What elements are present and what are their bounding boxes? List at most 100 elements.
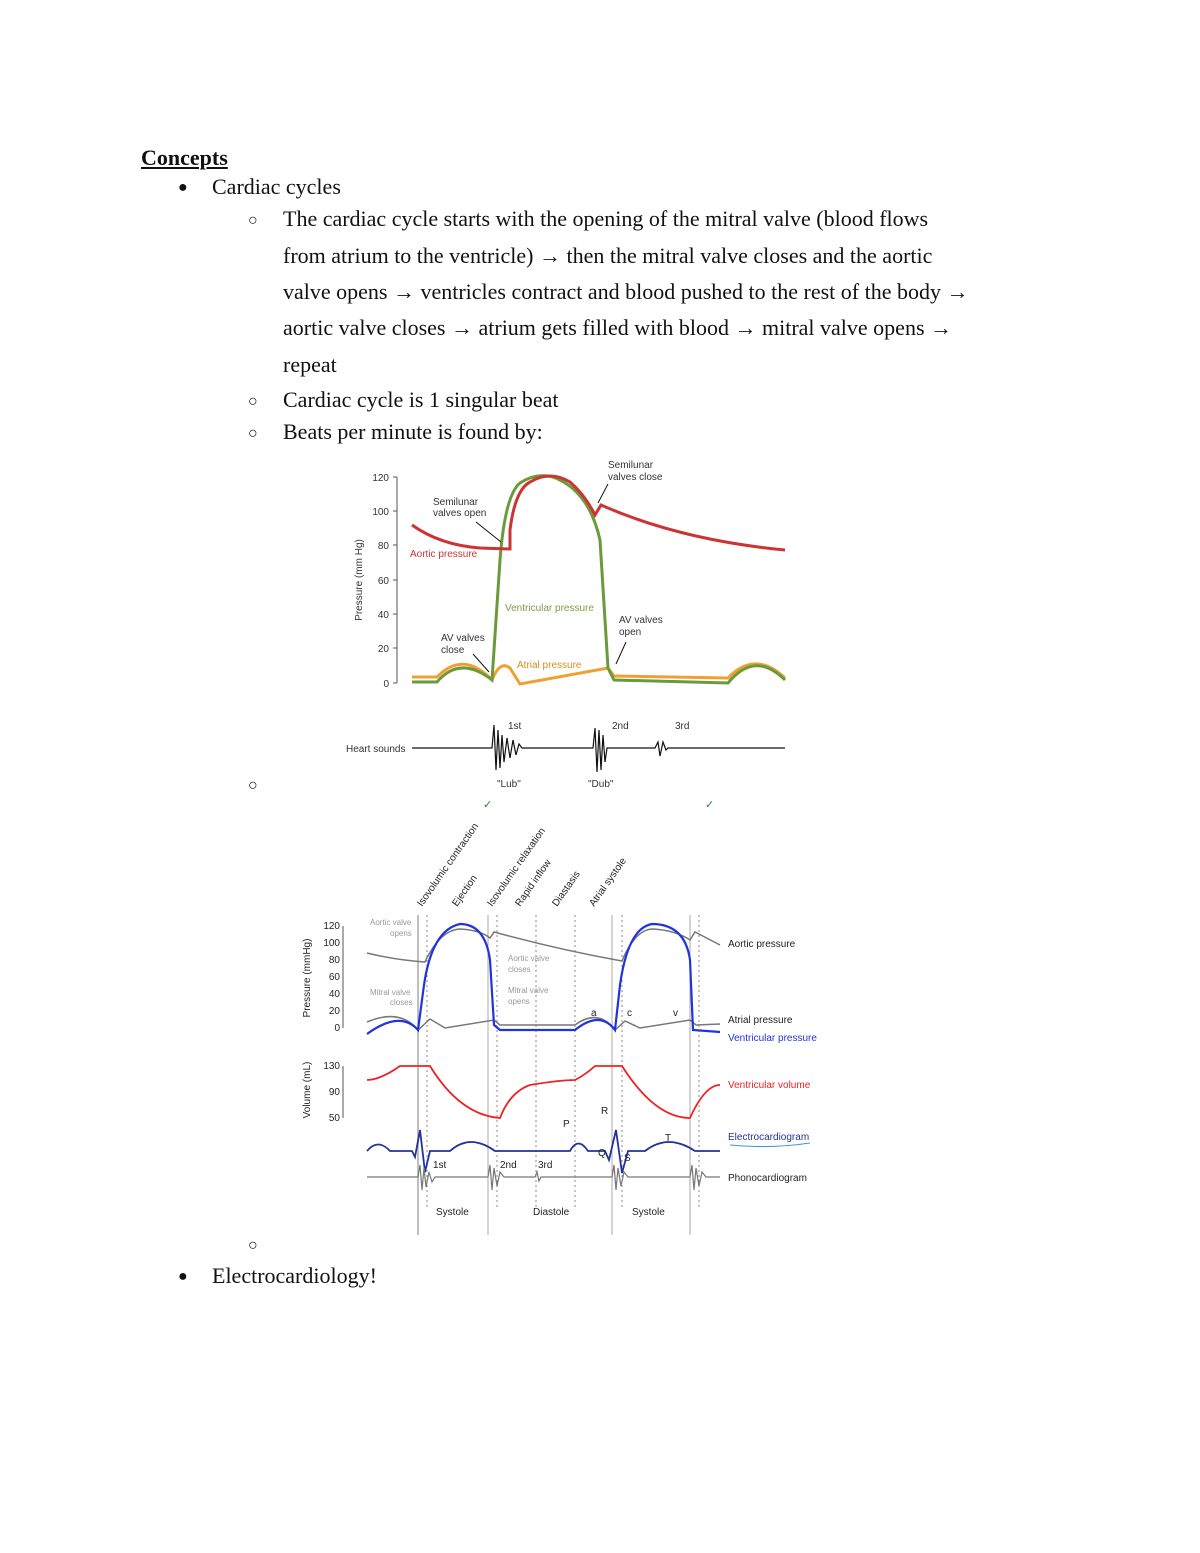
cycle-line-3: valve opens → ventricles contract and bl… [283, 279, 969, 304]
tick-label: 40 [378, 610, 390, 621]
period-label: Systole [436, 1207, 469, 1218]
bullet-cardiac-cycles: Cardiac cycles [212, 174, 341, 199]
annotation: Mitral valve [508, 986, 549, 995]
pressure-axis-label: Pressure (mmHg) [302, 939, 313, 1018]
annotation: AV valves [619, 615, 663, 626]
checkmark-icon: ✓ [705, 799, 714, 811]
annotations: Semilunar valves open Semilunar valves c… [410, 460, 663, 673]
underline-mark [729, 1142, 811, 1148]
tick-label: 0 [383, 679, 389, 690]
wave-letter: v [673, 1008, 678, 1019]
period-label: Diastole [533, 1207, 570, 1218]
annotation: Aortic valve [370, 918, 412, 927]
annotation: opens [390, 929, 412, 938]
sub-bullet-icon: ○ [248, 212, 258, 229]
series-label: Phonocardiogram [728, 1173, 807, 1184]
annotation: valves close [608, 472, 663, 483]
phase-label: Atrial systole [587, 856, 629, 909]
arrow [472, 653, 490, 673]
ventricular-volume-curve [366, 1065, 721, 1119]
tick-label: 0 [334, 1023, 340, 1034]
series-label: Atrial pressure [728, 1015, 793, 1026]
annotation: close [441, 645, 465, 656]
period-label: Systole [632, 1207, 665, 1218]
annotation: open [619, 627, 641, 638]
arrow [597, 483, 609, 504]
sub-bullet-icon: ○ [248, 425, 258, 442]
volume-axis-label: Volume (mL) [302, 1062, 313, 1119]
valve-annotations: Aortic valve opens Aortic valve closes M… [370, 918, 550, 1007]
annotation: Semilunar [433, 497, 479, 508]
tick-label: 60 [329, 972, 341, 983]
wave-letter: S [624, 1153, 631, 1164]
wave-letter: Q [598, 1148, 606, 1159]
atrial-pressure-label: Atrial pressure [517, 660, 582, 671]
tick-label: 90 [329, 1087, 341, 1098]
phase-dividers [417, 915, 700, 1235]
dub-label: "Dub" [588, 779, 614, 790]
arrow [475, 521, 502, 543]
sound-label: 3rd [675, 721, 689, 732]
tick-label: 130 [323, 1061, 340, 1072]
arrow [615, 641, 627, 665]
cycle-line-2: from atrium to the ventricle) → then the… [283, 243, 933, 268]
atrial-pressure-line [412, 662, 787, 686]
pressure-diagram: 120 100 80 60 40 20 0 Pressure (mm Hg) S… [346, 460, 787, 811]
annotation: opens [508, 997, 530, 1006]
annotation: AV valves [441, 633, 485, 644]
y-ticks [393, 476, 397, 684]
bullet-electrocardiology: Electrocardiology! [212, 1263, 377, 1288]
tick-label: 120 [372, 473, 389, 484]
cycle-line-1: The cardiac cycle starts with the openin… [283, 206, 929, 231]
tick-label: 80 [329, 955, 341, 966]
tick-label: 40 [329, 989, 341, 1000]
ventricular-pressure-curve [366, 922, 721, 1035]
tick-label: 50 [329, 1113, 341, 1124]
wave-letters: a c v P R Q S T [563, 1008, 678, 1164]
series-labels: Aortic pressure Atrial pressure Ventricu… [728, 939, 817, 1184]
tick-label: 60 [378, 576, 390, 587]
phase-label: Isovolumic contraction [415, 821, 481, 908]
aortic-pressure-line [411, 474, 786, 552]
ventricular-pressure-label: Ventricular pressure [505, 603, 594, 614]
y-tick-labels: 120 100 80 60 40 20 0 [372, 473, 389, 690]
series-label: Aortic pressure [728, 939, 796, 950]
annotation: Mitral valve [370, 988, 411, 997]
wave-letter: P [563, 1119, 570, 1130]
cycle-line-5: repeat [283, 352, 337, 377]
heart-sounds-trace [412, 724, 785, 773]
tick-label: 20 [329, 1006, 341, 1017]
phase-label: Diastasis [550, 869, 582, 909]
annotation: closes [508, 965, 531, 974]
wave-letter: a [591, 1008, 597, 1019]
wave-letter: T [665, 1133, 671, 1144]
volume-tick-labels: 130 90 50 [323, 1061, 340, 1124]
annotation: Semilunar [608, 460, 654, 471]
annotation: closes [390, 998, 413, 1007]
sound-label: 2nd [500, 1160, 517, 1171]
bullet-icon: ● [178, 179, 188, 196]
sound-label: 3rd [538, 1160, 552, 1171]
tick-label: 20 [378, 644, 390, 655]
sub-bullet-icon: ○ [248, 393, 258, 410]
annotation: Aortic valve [508, 954, 550, 963]
tick-label: 100 [372, 507, 389, 518]
lub-label: "Lub" [497, 779, 521, 790]
phonocardiogram-curve [367, 1164, 720, 1191]
ecg-curve [366, 1129, 720, 1174]
bpm-text: Beats per minute is found by: [283, 419, 543, 444]
series-label: Ventricular pressure [728, 1033, 817, 1044]
bullet-icon: ● [178, 1268, 188, 1285]
sound-label: 1st [508, 721, 522, 732]
annotation: valves open [433, 508, 486, 519]
ventricular-pressure-line [412, 474, 787, 685]
sound-label: 2nd [612, 721, 629, 732]
wave-letter: c [627, 1008, 632, 1019]
series-label: Ventricular volume [728, 1080, 811, 1091]
checkmark-icon: ✓ [483, 799, 492, 811]
series-label: Electrocardiogram [728, 1132, 809, 1143]
section-heading: Concepts [141, 145, 228, 170]
phase-labels: Isovolumic contraction Ejection Isovolum… [415, 821, 629, 908]
pressure-tick-labels: 120 100 80 60 40 20 0 [323, 921, 340, 1034]
